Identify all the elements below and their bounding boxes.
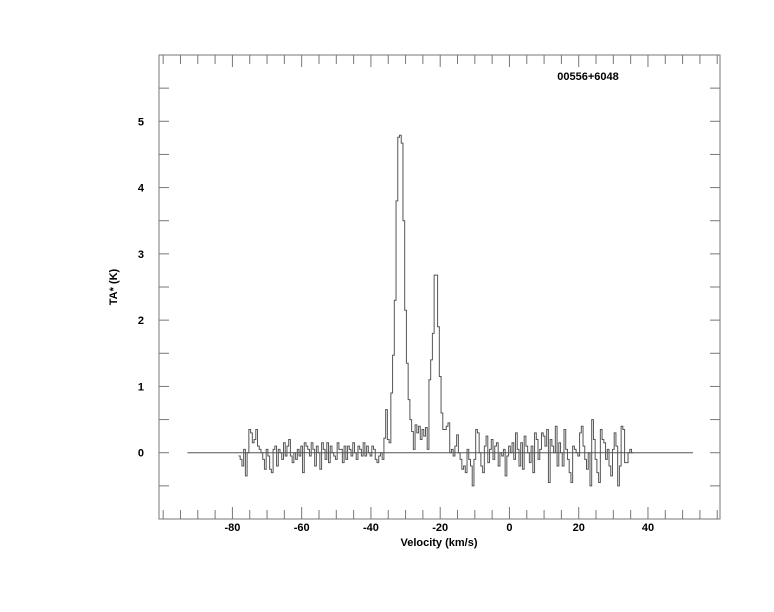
- y-axis-label: TA* (K): [108, 268, 120, 305]
- x-tick-label: 40: [642, 522, 654, 534]
- y-tick-label: 1: [138, 381, 144, 393]
- x-tick-labels: -80 -60 -40 -20 0 20 40: [224, 522, 654, 534]
- x-tick-label: 20: [573, 522, 585, 534]
- y-tick-labels: 0 1 2 3 4 5: [138, 116, 145, 459]
- x-tick-label: 0: [506, 522, 512, 534]
- plot-frame: [158, 54, 721, 520]
- x-tick-label: -80: [224, 522, 240, 534]
- x-axis-label: Velocity (km/s): [400, 537, 477, 549]
- chart-title: 00556+6048: [557, 71, 618, 83]
- y-tick-label: 5: [138, 116, 144, 128]
- x-tick-label: -40: [363, 522, 379, 534]
- y-tick-label: 0: [138, 448, 144, 460]
- y-tick-label: 4: [138, 183, 145, 195]
- x-tick-label: -60: [294, 522, 310, 534]
- x-tick-label: -20: [432, 522, 448, 534]
- y-tick-label: 3: [138, 249, 144, 261]
- spectrum-line: [238, 134, 634, 487]
- y-tick-label: 2: [138, 315, 144, 327]
- axis-ticks: [159, 55, 720, 519]
